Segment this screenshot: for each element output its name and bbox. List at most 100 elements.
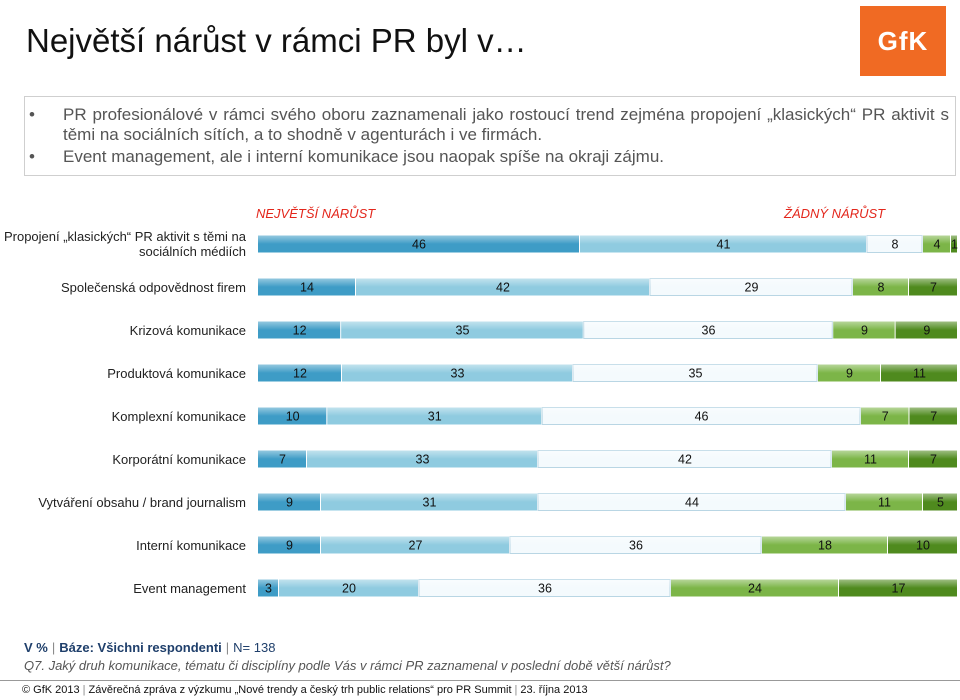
data-label: 42 xyxy=(496,281,510,295)
data-label: 31 xyxy=(423,496,437,510)
bar-segment-highlight xyxy=(909,407,957,425)
data-label: 9 xyxy=(923,324,930,338)
bar-segment-highlight xyxy=(762,536,887,554)
report-date: 23. října 2013 xyxy=(520,684,588,696)
scale-label-left: NEJVĚTŠÍ NÁRŮST xyxy=(256,206,376,221)
category-label: Propojení „klasických“ PR aktivit s těmi… xyxy=(3,229,246,259)
bar-segment-highlight xyxy=(839,579,957,597)
category-label: Interní komunikace xyxy=(136,537,246,553)
report-title: Závěrečná zpráva z výzkumu „Nové trendy … xyxy=(88,684,512,696)
data-label: 33 xyxy=(451,367,465,381)
data-label: 11 xyxy=(913,367,926,381)
bar-segment-highlight xyxy=(818,364,880,382)
copyright: © GfK 2013 xyxy=(22,684,80,696)
data-label: 27 xyxy=(409,539,423,553)
summary-box: • PR profesionálové v rámci svého oboru … xyxy=(24,96,956,176)
data-label: 4 xyxy=(934,238,941,252)
bar-segment-highlight xyxy=(923,493,957,511)
bar-segment-highlight xyxy=(860,407,909,425)
data-label: 36 xyxy=(538,582,552,596)
category-label: Krizová komunikace xyxy=(129,322,246,338)
unit-label: V % xyxy=(24,640,48,655)
sample-size: N= 138 xyxy=(233,640,276,655)
bar-segment-highlight xyxy=(307,450,537,468)
data-label: 18 xyxy=(818,539,832,553)
data-label: 31 xyxy=(428,410,442,424)
bullet-text: PR profesionálové v rámci svého oboru za… xyxy=(63,105,949,144)
bar-segment-highlight xyxy=(258,321,341,339)
bar-segment-highlight xyxy=(342,364,572,382)
category-label: Produktová komunikace xyxy=(107,365,246,381)
data-label: 11 xyxy=(878,496,891,510)
bar-segment-highlight xyxy=(538,450,831,468)
data-label: 11 xyxy=(864,453,877,467)
data-label: 12 xyxy=(293,367,307,381)
data-label: 8 xyxy=(892,238,899,252)
scale-label-right: ŽÁDNÝ NÁRŮST xyxy=(784,206,886,221)
bar-segment-highlight xyxy=(258,450,306,468)
bar-segment-highlight xyxy=(258,536,320,554)
bar-segment-highlight xyxy=(650,278,852,296)
data-label: 35 xyxy=(689,367,703,381)
separator: | xyxy=(514,684,518,696)
bar-segment-highlight xyxy=(258,579,278,597)
data-label: 3 xyxy=(265,582,272,596)
data-label: 33 xyxy=(416,453,430,467)
bar-segment-highlight xyxy=(258,235,579,253)
bar-segment-highlight xyxy=(510,536,761,554)
data-label: 24 xyxy=(748,582,762,596)
bar-segment-highlight xyxy=(258,278,355,296)
gfk-logo: GfK xyxy=(860,6,946,76)
data-label: 14 xyxy=(300,281,314,295)
data-label: 17 xyxy=(892,582,906,596)
bar-segment-highlight xyxy=(846,493,922,511)
data-label: 10 xyxy=(916,539,930,553)
data-label: 7 xyxy=(930,410,937,424)
question-text: Q7. Jaký druh komunikace, tématu či disc… xyxy=(24,658,671,673)
data-label: 46 xyxy=(412,238,426,252)
logo-text: GfK xyxy=(877,25,929,56)
data-label: 9 xyxy=(846,367,853,381)
data-label: 44 xyxy=(685,496,699,510)
data-label: 12 xyxy=(293,324,307,338)
bar-segment-highlight xyxy=(951,235,957,253)
bar-segment-highlight xyxy=(279,579,418,597)
bar-segment-highlight xyxy=(832,450,908,468)
bar-segment-highlight xyxy=(356,278,649,296)
bar-segment-highlight xyxy=(671,579,838,597)
bar-segment-highlight xyxy=(583,321,833,339)
bar-segment-highlight xyxy=(419,579,670,597)
bar-segment-highlight xyxy=(573,364,817,382)
data-label: 7 xyxy=(882,410,889,424)
footer-divider xyxy=(0,680,960,681)
data-label: 7 xyxy=(930,453,937,467)
data-label: 36 xyxy=(702,324,716,338)
data-label: 36 xyxy=(629,539,643,553)
bar-segment-highlight xyxy=(258,493,320,511)
data-label: 5 xyxy=(937,496,944,510)
bar-segment-highlight xyxy=(258,364,341,382)
separator: | xyxy=(225,640,230,655)
data-label: 42 xyxy=(678,453,692,467)
data-label: 8 xyxy=(878,281,885,295)
bullet-icon: • xyxy=(29,147,35,166)
bar-segment-highlight xyxy=(895,321,957,339)
base-label: Báze: Všichni respondenti xyxy=(59,640,222,655)
page-title: Největší nárůst v rámci PR byl v… xyxy=(26,22,527,59)
data-label: 46 xyxy=(695,410,709,424)
bar-segment-highlight xyxy=(580,235,866,253)
category-label: Vytváření obsahu / brand journalism xyxy=(38,494,246,510)
data-label: 9 xyxy=(286,539,293,553)
data-label: 9 xyxy=(861,324,868,338)
separator: | xyxy=(51,640,56,655)
bar-segment-highlight xyxy=(321,536,509,554)
data-label: 7 xyxy=(930,281,937,295)
bar-segment-highlight xyxy=(923,235,950,253)
data-label: 35 xyxy=(456,324,470,338)
bar-segment-highlight xyxy=(327,407,542,425)
separator: | xyxy=(82,684,86,696)
bullet-icon: • xyxy=(29,105,35,124)
data-label: 41 xyxy=(717,238,731,252)
data-label: 29 xyxy=(745,281,759,295)
bar-segment-highlight xyxy=(867,235,922,253)
